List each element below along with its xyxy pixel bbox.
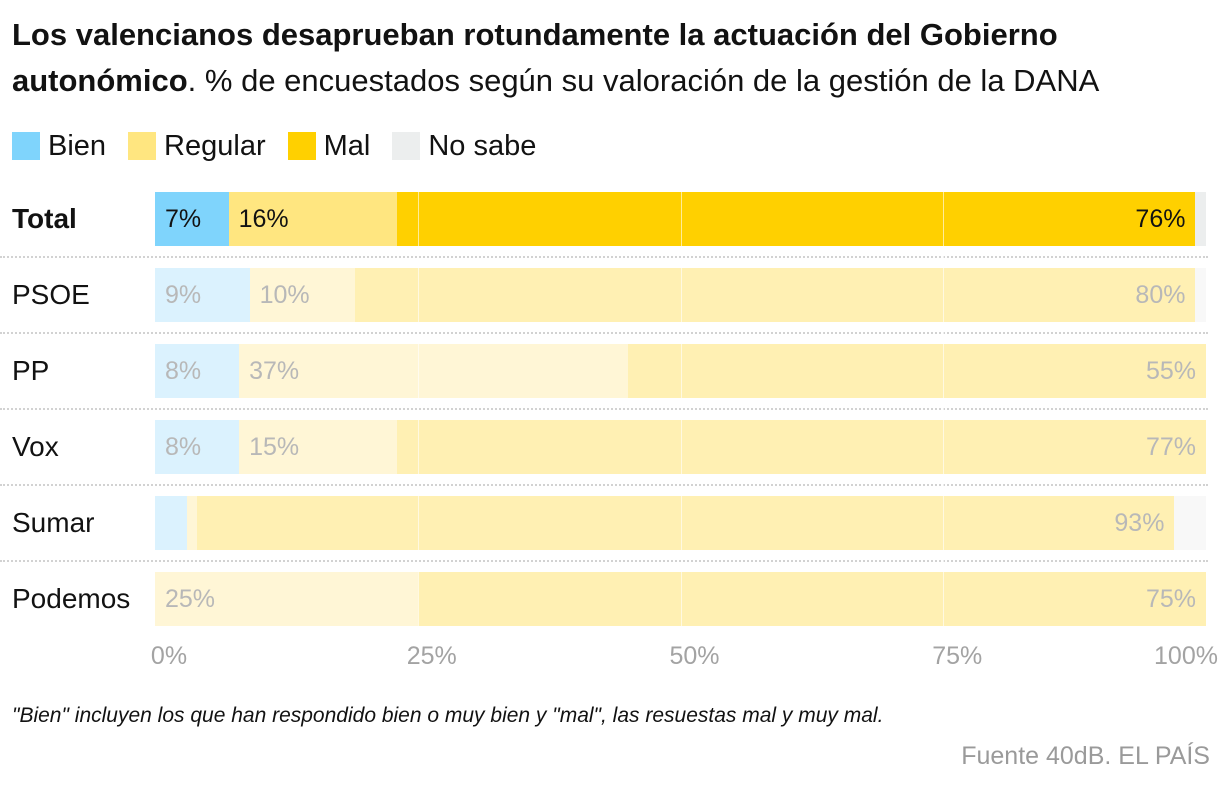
bar-segment-bien [155,496,187,550]
bar-segment-bien: 9% [155,268,250,322]
row-label-vox: Vox [12,431,59,462]
bar-segment-bien: 7% [155,192,229,246]
data-label: 10% [259,281,310,309]
legend-swatch [128,132,157,160]
row-separator [0,484,1208,486]
bar-segment-regular: 10% [249,268,355,322]
row-separator [0,408,1208,410]
chart-source: Fuente 40dB. EL PAÍS [961,742,1210,770]
data-label: 77% [1145,433,1196,461]
bar-segment-bien: 8% [155,420,240,474]
row-label-sumar: Sumar [12,507,95,538]
data-label: 75% [1145,585,1196,613]
legend-swatch [12,132,40,160]
chart-subtitle: . % de encuestados según su valoración d… [187,63,1100,98]
data-label: 16% [238,205,289,233]
bar-podemos: 25% 75% [155,572,1206,626]
row-separator [0,332,1208,334]
gridline [943,192,945,626]
bar-pp: 8% 37% 55% [155,344,1206,398]
row-label-total: Total [12,203,77,234]
legend-label: Regular [164,129,266,162]
x-tick-label: 75% [932,642,983,670]
data-label: 7% [165,205,202,233]
data-label: 9% [165,281,202,309]
row-label-podemos: Podemos [12,583,131,614]
data-label: 76% [1135,205,1186,233]
chart-title: Los valencianos desaprueban rotundamente… [12,12,1202,104]
row-separator [0,560,1208,562]
data-label: 80% [1135,281,1186,309]
x-tick-label: 50% [669,642,720,670]
bar-segment-mal: 80% [354,268,1196,322]
data-label: 8% [165,357,202,385]
bar-segment-mal: 75% [417,572,1206,626]
x-tick-label: 25% [406,642,457,670]
chart-note: "Bien" incluyen los que han respondido b… [12,704,884,727]
x-tick-label: 100% [1154,642,1218,670]
data-label: 55% [1145,357,1196,385]
bar-total: 7% 16% 76% [155,192,1206,246]
bar-segment-mal: 76% [396,192,1196,246]
legend-swatch [287,132,316,160]
bar-segment-no-sabe [1195,268,1206,322]
legend-item-no-sabe: No sabe [392,130,536,163]
bar-segment-regular: 15% [239,420,397,474]
bar-segment-bien: 8% [155,344,240,398]
x-tick-label: 0% [150,642,188,670]
data-label: 15% [249,433,300,461]
row-label-psoe: PSOE [12,279,90,310]
data-label: 25% [165,585,216,613]
bar-psoe: 9% 10% 80% [155,268,1206,322]
gridline [417,192,419,626]
legend: Bien Regular Mal No sabe [12,128,558,164]
bar-segment-mal: 55% [627,344,1206,398]
bar-segment-regular [186,496,198,550]
legend-swatch [392,132,421,160]
data-label: 8% [165,433,202,461]
bar-segment-regular: 16% [228,192,397,246]
bar-segment-mal: 93% [197,496,1175,550]
bar-segment-regular: 25% [155,572,418,626]
legend-label: No sabe [428,129,537,162]
data-label: 93% [1114,509,1165,537]
row-separator [0,256,1208,258]
bar-segment-regular: 37% [239,344,628,398]
legend-label: Bien [48,129,107,162]
chart-title-bold: Los valencianos desaprueban rotundamente… [12,17,1058,98]
legend-item-bien: Bien [12,130,106,163]
bar-sumar: 93% [155,496,1206,550]
data-label: 37% [249,357,300,385]
legend-label: Mal [323,129,371,162]
row-label-pp: PP [12,355,50,386]
legend-item-regular: Regular [128,130,266,163]
legend-item-mal: Mal [287,129,371,163]
bar-segment-no-sabe [1174,496,1206,550]
bar-segment-no-sabe [1195,192,1206,246]
bar-segment-mal: 77% [396,420,1206,474]
bar-vox: 8% 15% 77% [155,420,1206,474]
gridline [680,192,682,626]
